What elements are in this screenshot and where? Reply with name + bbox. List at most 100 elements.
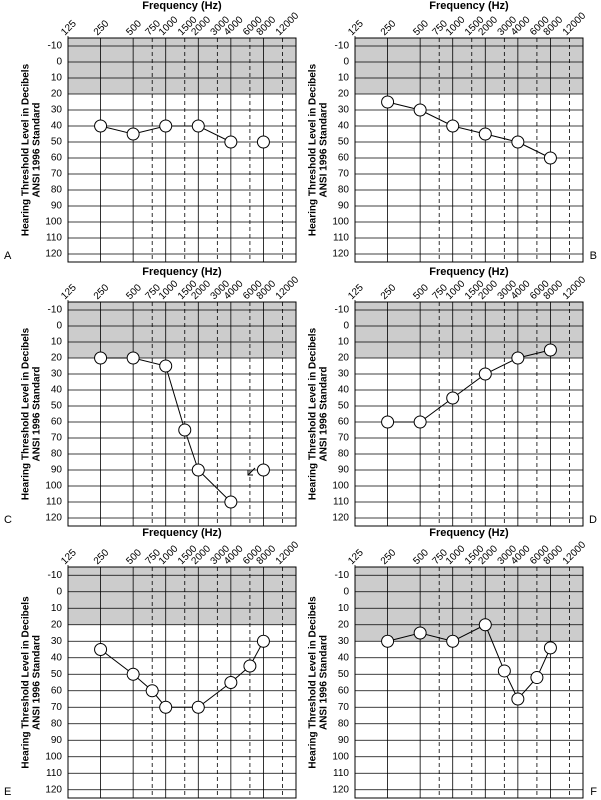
x-tick-label: 250 xyxy=(379,282,399,302)
normal-range-shade xyxy=(68,38,296,94)
audiogram-panel: -10 0 10 20 30 40 50 60 70 80 90 100 110 120 125 250 500… xyxy=(4,527,301,799)
x-tick-label: 1000 xyxy=(444,543,468,567)
threshold-point xyxy=(446,119,460,133)
y-tick-label: 40 xyxy=(51,652,63,663)
y-tick-label: 50 xyxy=(338,401,350,412)
y-tick-label: 20 xyxy=(338,619,350,630)
y-tick-label: 50 xyxy=(338,137,350,148)
y-tick-label: 120 xyxy=(45,249,62,260)
y-tick-label: 100 xyxy=(45,481,62,492)
threshold-point xyxy=(224,495,238,509)
plot-frame xyxy=(354,566,584,799)
y-tick-label: 0 xyxy=(343,57,349,68)
y-tick-label: 20 xyxy=(51,89,63,100)
y-tick-label: 120 xyxy=(45,513,62,524)
y-axis-subtitle: ANSI 1996 Standard xyxy=(32,102,43,197)
panel-letter: F xyxy=(590,786,597,798)
y-tick-label: -10 xyxy=(335,305,350,316)
audiogram-panel: -10 0 10 20 30 40 50 60 70 80 90 100 110 120 125 250 500… xyxy=(308,527,597,799)
y-tick-label: 20 xyxy=(338,353,350,364)
x-axis-title: Frequency (Hz) xyxy=(142,0,222,12)
y-axis-subtitle: ANSI 1996 Standard xyxy=(319,102,330,197)
x-axis-title: Frequency (Hz) xyxy=(429,527,509,539)
y-tick-label: -10 xyxy=(48,41,63,52)
threshold-point xyxy=(413,415,427,429)
threshold-point xyxy=(543,151,557,165)
threshold-point xyxy=(543,641,557,655)
y-tick-label: 10 xyxy=(51,603,63,614)
y-tick-label: 90 xyxy=(338,735,350,746)
y-tick-label: 50 xyxy=(51,669,63,680)
y-tick-label: 20 xyxy=(51,353,63,364)
panel-letter: E xyxy=(4,786,11,798)
x-tick-label: 125 xyxy=(59,282,79,302)
audiogram-panel: -10 0 10 20 30 40 50 60 70 80 90 100 110 120 125 250 500… xyxy=(308,266,597,527)
y-tick-label: 10 xyxy=(51,73,63,84)
y-tick-label: 50 xyxy=(51,137,63,148)
threshold-point xyxy=(224,135,238,149)
y-tick-label: 30 xyxy=(338,369,350,380)
y-tick-label: -10 xyxy=(335,570,350,581)
y-tick-label: 120 xyxy=(332,249,349,260)
plot-frame xyxy=(67,566,297,799)
y-axis-subtitle: ANSI 1996 Standard xyxy=(319,366,330,461)
y-tick-label: 110 xyxy=(333,233,349,244)
y-tick-label: -10 xyxy=(335,41,350,52)
y-tick-label: 100 xyxy=(332,217,349,228)
y-tick-label: -10 xyxy=(48,305,63,316)
x-tick-label: 1000 xyxy=(444,14,468,38)
y-tick-label: 60 xyxy=(338,417,350,428)
y-axis-subtitle: ANSI 1996 Standard xyxy=(319,635,330,730)
y-tick-label: 120 xyxy=(332,513,349,524)
y-tick-label: 10 xyxy=(338,603,350,614)
threshold-point xyxy=(511,692,525,706)
y-tick-label: 100 xyxy=(332,481,349,492)
y-axis-title: Hearing Threshold Level in Decibels xyxy=(308,596,319,769)
threshold-point xyxy=(478,127,492,141)
audiogram-panel: -10 0 10 20 30 40 50 60 70 80 90 100 110 120 125 250 500… xyxy=(308,0,597,263)
threshold-point xyxy=(478,367,492,381)
y-tick-label: 80 xyxy=(338,449,350,460)
x-tick-label: 250 xyxy=(92,547,112,567)
threshold-point xyxy=(243,659,257,673)
threshold-point xyxy=(381,415,395,429)
y-tick-label: 120 xyxy=(45,784,62,795)
x-tick-label: 12000 xyxy=(274,274,302,302)
plot-frame xyxy=(67,301,297,527)
threshold-point xyxy=(191,463,205,477)
y-tick-label: 100 xyxy=(45,217,62,228)
x-tick-label: 500 xyxy=(124,547,144,567)
y-tick-label: 0 xyxy=(56,321,62,332)
y-tick-label: 30 xyxy=(51,369,63,380)
y-tick-label: 30 xyxy=(51,636,63,647)
audiogram-panel: -10 0 10 20 30 40 50 60 70 80 90 100 110 120 125 250 500… xyxy=(4,266,302,527)
x-axis-title: Frequency (Hz) xyxy=(142,266,222,278)
x-tick-label: 250 xyxy=(92,282,112,302)
y-tick-label: 0 xyxy=(56,586,62,597)
y-tick-label: 110 xyxy=(333,768,349,779)
threshold-point xyxy=(159,359,173,373)
threshold-point xyxy=(543,343,557,357)
threshold-point xyxy=(159,119,173,133)
threshold-point xyxy=(497,664,511,678)
y-tick-label: 110 xyxy=(46,768,62,779)
y-axis-subtitle: ANSI 1996 Standard xyxy=(32,635,43,730)
normal-range-shade xyxy=(68,302,296,358)
plot-frame xyxy=(354,301,584,527)
panel-letter: A xyxy=(4,250,12,262)
normal-range-shade xyxy=(68,567,296,625)
y-tick-label: 110 xyxy=(333,497,349,508)
threshold-point xyxy=(511,351,525,365)
y-tick-label: 20 xyxy=(338,89,350,100)
x-tick-label: 125 xyxy=(59,18,79,38)
threshold-point xyxy=(413,626,427,640)
y-tick-label: 80 xyxy=(338,718,350,729)
x-tick-label: 125 xyxy=(346,547,366,567)
y-tick-label: 70 xyxy=(338,169,350,180)
y-tick-label: 90 xyxy=(338,465,350,476)
x-tick-label: 12000 xyxy=(561,539,589,567)
y-tick-label: 30 xyxy=(338,636,350,647)
threshold-point xyxy=(478,618,492,632)
threshold-point xyxy=(530,671,544,685)
